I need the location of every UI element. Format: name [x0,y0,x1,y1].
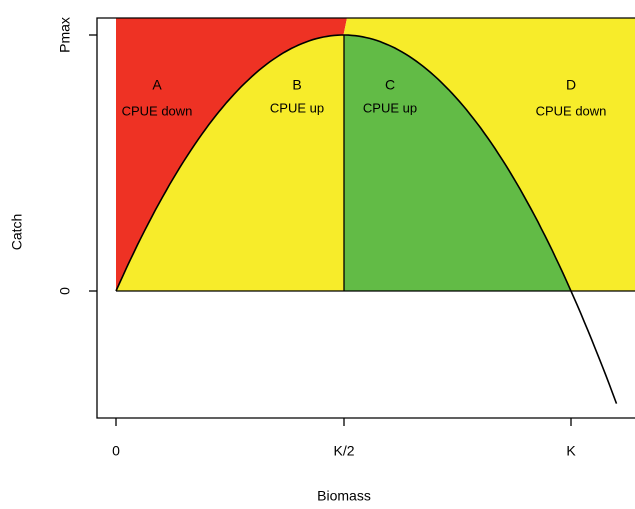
frame [89,17,635,426]
labels: A CPUE down B CPUE up C CPUE up D CPUE d… [9,17,607,504]
region-note: CPUE up [270,100,324,115]
x-tick-label: 0 [112,443,120,459]
region-letter: B [292,77,301,93]
x-axis-label: Biomass [317,488,371,504]
region-note: CPUE up [363,100,417,115]
region-a [116,18,347,291]
region-letter: A [152,77,162,93]
region-c [343,35,571,291]
production-curve [115,34,618,404]
region-note: CPUE down [536,103,607,118]
y-axis-label: Catch [9,214,25,251]
regions [116,18,635,291]
region-b [116,35,344,291]
lines [115,34,635,404]
y-tick-label: 0 [57,287,73,295]
region-letter: C [385,77,395,93]
y-tick-label: Pmax [57,17,73,53]
region-note: CPUE down [122,103,193,118]
x-tick-label: K/2 [333,443,354,459]
region-letter: D [566,77,576,93]
plot-box [96,17,635,419]
region-d [343,18,635,291]
x-tick-label: K [566,443,576,459]
